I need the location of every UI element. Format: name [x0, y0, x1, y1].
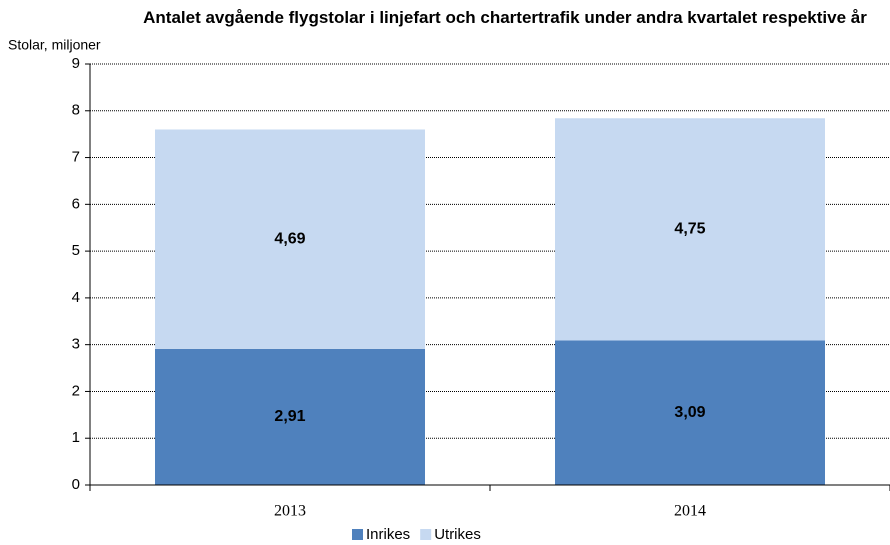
- bar-segment: [155, 129, 425, 349]
- y-tick-label: 2: [72, 382, 80, 399]
- y-tick-label: 3: [72, 336, 80, 353]
- y-tick-label: 0: [72, 476, 80, 493]
- legend-swatch: [420, 529, 432, 540]
- data-label: 4,75: [674, 221, 705, 238]
- y-axis-label: Stolar, miljoner: [8, 37, 101, 53]
- y-tick-label: 5: [72, 242, 80, 259]
- data-label: 4,69: [274, 230, 305, 247]
- bar-segment: [155, 348, 425, 485]
- y-tick-label: 8: [72, 102, 80, 119]
- y-tick-label: 6: [72, 195, 80, 212]
- x-tick-label: 2014: [674, 503, 706, 520]
- legend-label: Utrikes: [434, 526, 481, 543]
- bar-segment: [555, 340, 825, 485]
- data-label: 3,09: [674, 404, 705, 421]
- legend-swatch: [352, 529, 363, 540]
- y-tick-label: 7: [72, 149, 80, 166]
- bar-segment: [555, 118, 825, 341]
- legend-label: Inrikes: [366, 526, 410, 543]
- y-tick-label: 4: [72, 289, 80, 306]
- y-tick-label: 9: [72, 55, 80, 72]
- x-tick-label: 2013: [274, 503, 306, 520]
- data-label: 2,91: [274, 408, 305, 425]
- chart-title: Antalet avgående flygstolar i linjefart …: [143, 8, 867, 27]
- y-tick-label: 1: [72, 429, 80, 446]
